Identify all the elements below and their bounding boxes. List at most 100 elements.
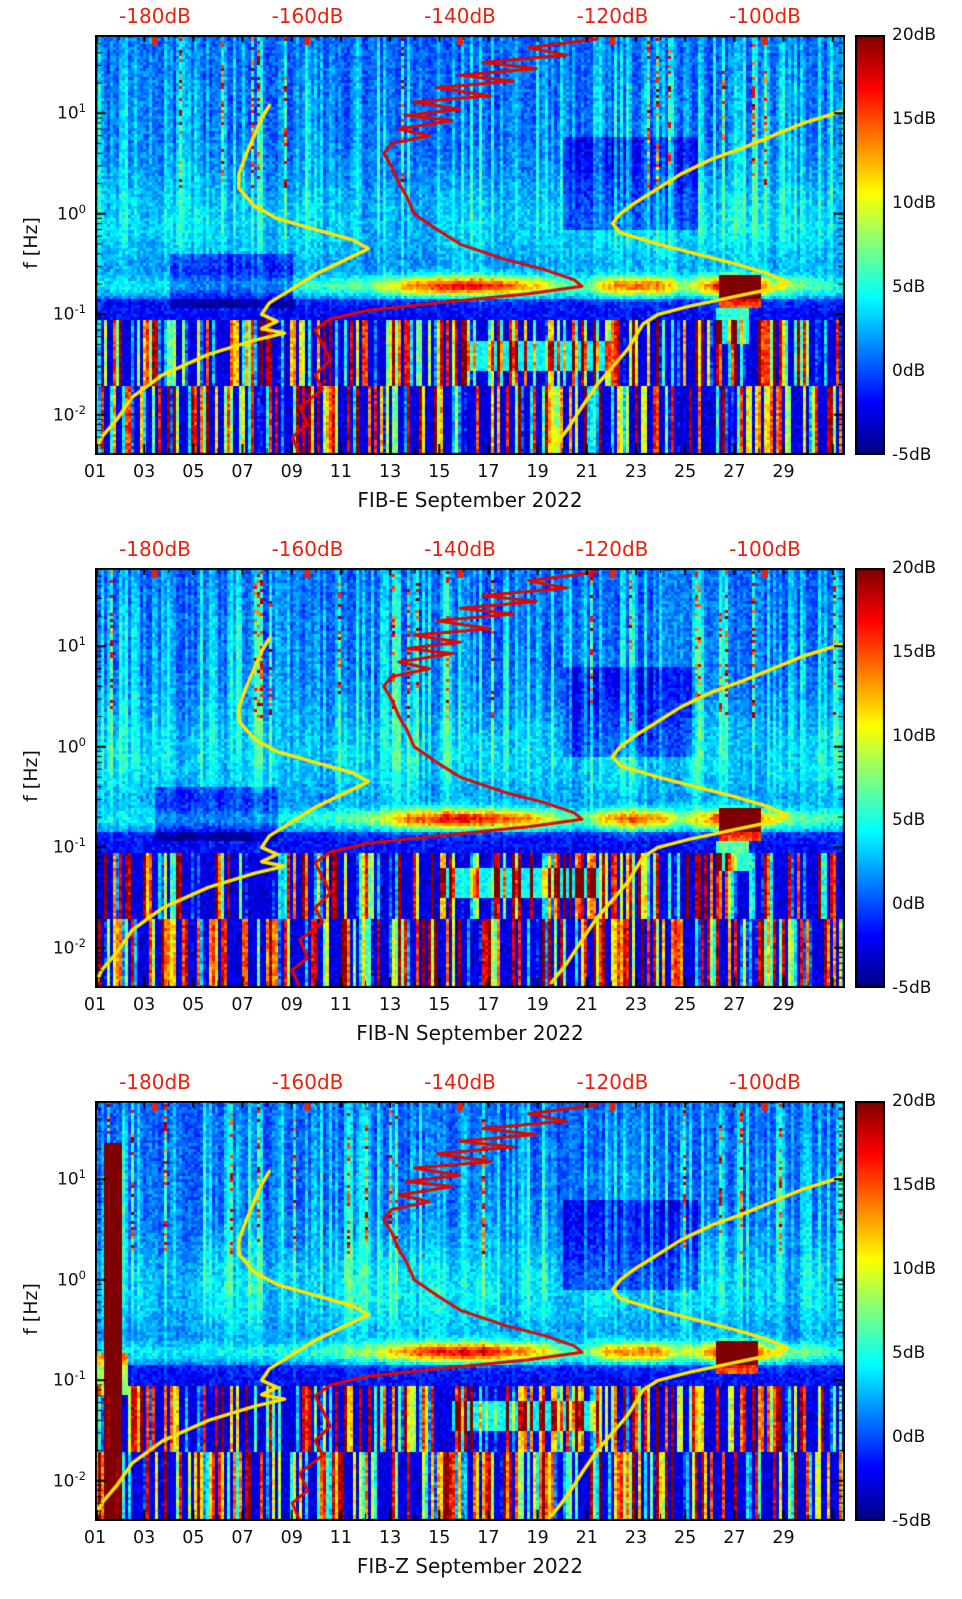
spectrogram-heatmap [95,35,845,455]
x-axis-tick-label: 21 [575,995,598,1015]
x-axis-tick-label: 11 [329,1528,353,1548]
y-axis-tick-label: 10-2 [52,935,86,959]
x-axis-tick-label: 27 [723,462,746,482]
x-axis-tick-label: 29 [772,1528,795,1548]
x-axis-title: FIB-N September 2022 [356,1021,584,1045]
x-axis-tick-label: 15 [428,1528,451,1548]
x-axis-tick-label: 13 [378,462,402,482]
x-axis-tick-label: 25 [674,462,697,482]
x-axis-tick-label: 21 [575,1528,598,1548]
y-axis-tick-label: 100 [57,201,86,225]
x-axis-tick-label: 07 [231,462,254,482]
top-axis-tick-label: -140dB [424,1070,496,1094]
y-axis-tick-label: 101 [57,1167,86,1191]
x-axis-tick-label: 03 [133,995,156,1015]
x-axis-tick-label: 17 [477,462,500,482]
top-axis-tick-label: -120dB [576,1070,649,1094]
top-axis-tick-label: -180dB [119,537,191,561]
colorbar-tick-label: 10dB [892,193,937,213]
x-axis-tick-label: 09 [280,995,303,1015]
x-axis-tick-label: 19 [526,462,549,482]
x-axis-tick-label: 27 [723,1528,746,1548]
colorbar-tick-label: -5dB [892,978,932,998]
colorbar-tick-label: -5dB [892,445,932,465]
top-axis-tick-label: -140dB [424,4,496,28]
colorbar-tick-label: 20dB [892,25,937,45]
colorbar [855,1101,885,1521]
x-axis-title: FIB-Z September 2022 [356,1554,584,1578]
colorbar-tick-label: -5dB [892,1511,932,1531]
colorbar-tick-label: 10dB [892,726,937,746]
x-axis-tick-label: 23 [624,995,648,1015]
x-axis-tick-label: 11 [329,995,353,1015]
x-axis-tick-label: 07 [231,995,254,1015]
colorbar-tick-label: 10dB [892,1259,937,1279]
top-axis-tick-label: -120dB [576,537,649,561]
x-axis-tick-label: 17 [477,995,500,1015]
y-axis-tick-label: 10-1 [52,835,86,858]
y-axis-tick-label: 100 [57,734,86,758]
top-axis-tick-label: -160dB [271,1070,344,1094]
colorbar [855,35,885,455]
x-axis-tick-label: 01 [83,462,107,482]
colorbar-tick-label: 15dB [892,1175,937,1195]
y-axis-tick-label: 10-2 [52,402,86,426]
x-axis-tick-label: 29 [772,462,795,482]
top-axis-tick-label: -100dB [729,1070,801,1094]
spectrogram-panel-fib-e: f [Hz] FIB-E September 2022 -180dB -160dB… [0,0,962,533]
x-axis-tick-label: 19 [526,995,549,1015]
spectrogram-panel-fib-n: f [Hz] FIB-N September 2022 -180dB -160dB… [0,533,962,1066]
top-axis-tick-label: -180dB [119,1070,191,1094]
x-axis-tick-label: 13 [378,1528,402,1548]
top-axis-tick-label: -160dB [271,4,344,28]
x-axis-title: FIB-E September 2022 [357,488,583,512]
x-axis-tick-label: 13 [378,995,402,1015]
x-axis-tick-label: 03 [133,1528,156,1548]
y-axis-tick-label: 100 [57,1267,86,1291]
top-axis-tick-label: -120dB [576,4,649,28]
x-axis-tick-label: 29 [772,995,795,1015]
x-axis-tick-label: 25 [674,995,697,1015]
colorbar-tick-label: 5dB [892,1343,926,1363]
x-axis-tick-label: 01 [83,995,107,1015]
x-axis-tick-label: 23 [624,462,648,482]
colorbar-tick-label: 20dB [892,1091,937,1111]
y-axis-tick-label: 10-1 [52,1368,86,1391]
x-axis-tick-label: 05 [182,462,205,482]
colorbar-tick-label: 0dB [892,361,926,381]
top-axis-tick-label: -160dB [271,537,344,561]
colorbar-tick-label: 0dB [892,894,926,914]
x-axis-tick-label: 15 [428,995,451,1015]
y-axis-tick-label: 101 [57,101,86,125]
colorbar-tick-label: 20dB [892,558,937,578]
x-axis-tick-label: 01 [83,1528,107,1548]
top-axis-tick-label: -140dB [424,537,496,561]
x-axis-tick-label: 15 [428,462,451,482]
colorbar-tick-label: 15dB [892,642,937,662]
x-axis-tick-label: 11 [329,462,353,482]
spectrogram-panel-fib-z: f [Hz] FIB-Z September 2022 -180dB -160dB… [0,1066,962,1599]
spectrogram-heatmap [95,568,845,988]
spectrogram-heatmap [95,1101,845,1521]
colorbar-tick-label: 15dB [892,109,937,129]
x-axis-tick-label: 19 [526,1528,549,1548]
y-axis-tick-label: 101 [57,634,86,658]
y-axis-tick-label: 10-2 [52,1468,86,1492]
x-axis-tick-label: 21 [575,462,598,482]
colorbar-tick-label: 5dB [892,810,926,830]
x-axis-tick-label: 17 [477,1528,500,1548]
y-axis-tick-label: 10-1 [52,302,86,325]
x-axis-tick-label: 03 [133,462,156,482]
x-axis-tick-label: 25 [674,1528,697,1548]
top-axis-tick-label: -180dB [119,4,191,28]
x-axis-tick-label: 27 [723,995,746,1015]
x-axis-tick-label: 05 [182,995,205,1015]
x-axis-tick-label: 09 [280,462,303,482]
top-axis-tick-label: -100dB [729,4,801,28]
colorbar [855,568,885,988]
x-axis-tick-label: 09 [280,1528,303,1548]
x-axis-tick-label: 23 [624,1528,648,1548]
top-axis-tick-label: -100dB [729,537,801,561]
colorbar-tick-label: 5dB [892,277,926,297]
x-axis-tick-label: 07 [231,1528,254,1548]
